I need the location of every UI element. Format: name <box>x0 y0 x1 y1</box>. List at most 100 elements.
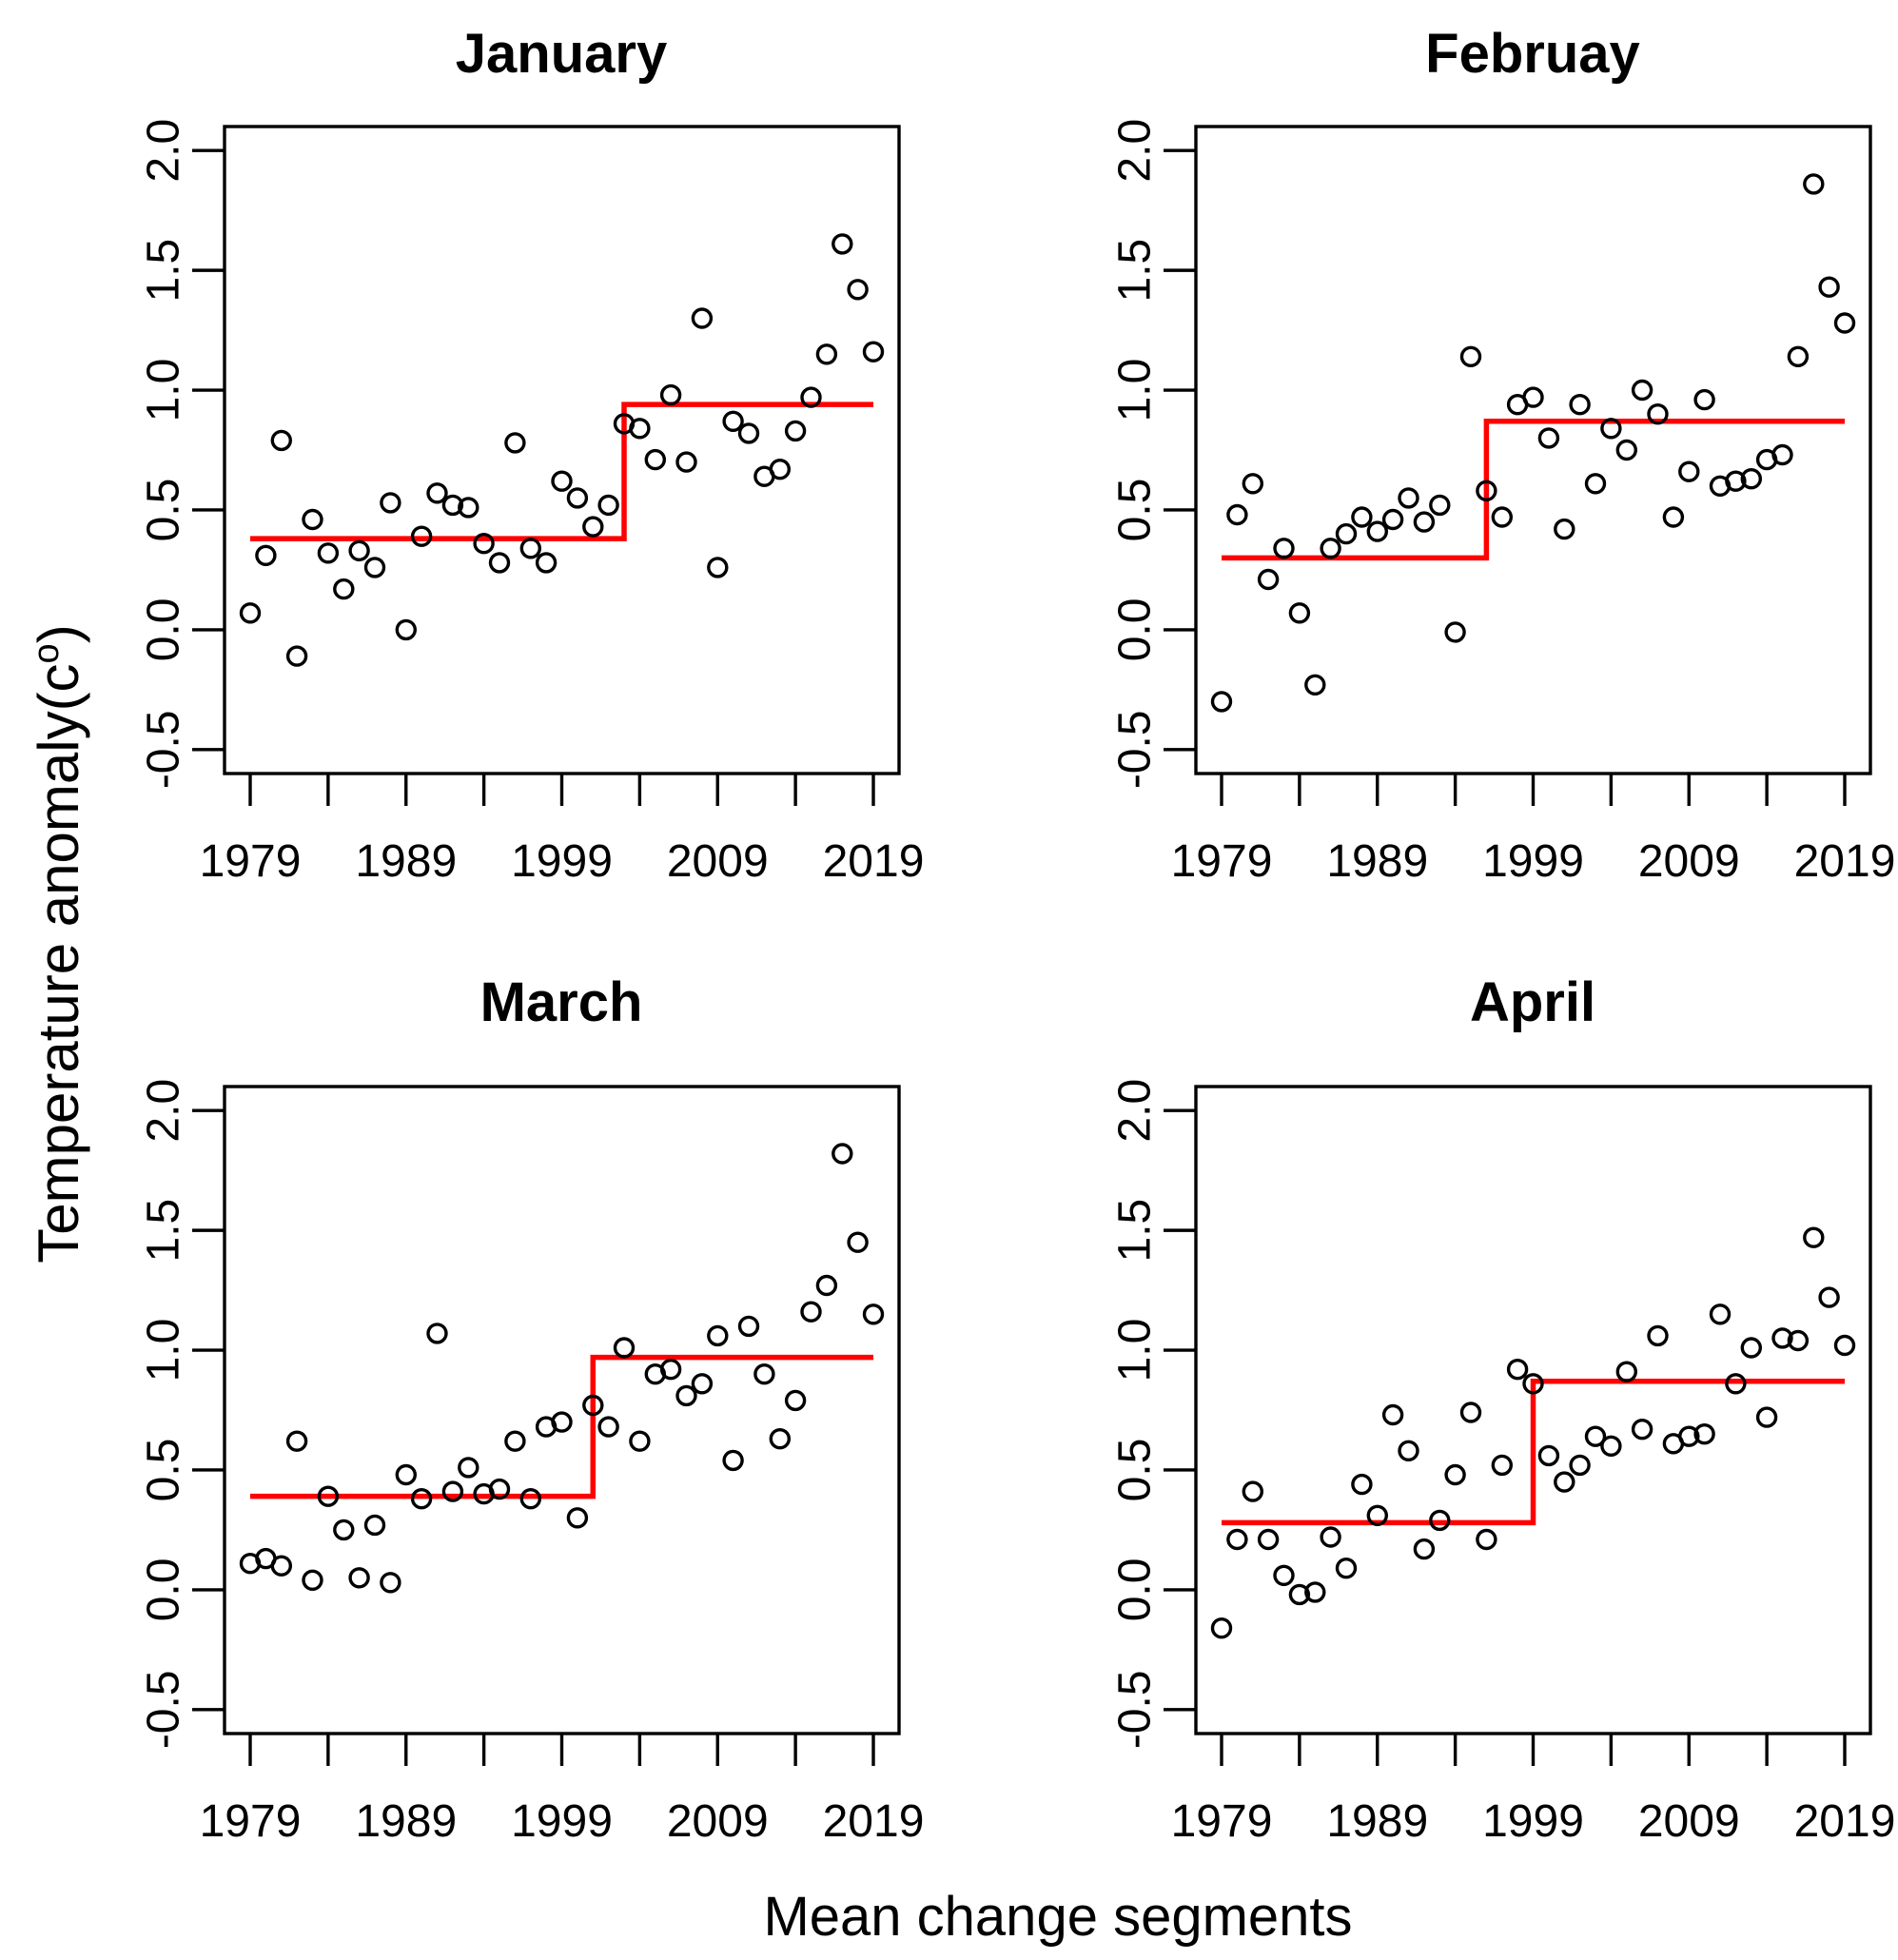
data-point <box>333 1519 355 1541</box>
data-point <box>1444 621 1466 643</box>
data-point <box>302 1569 323 1591</box>
mean-change-step-line <box>1222 419 1845 561</box>
data-point <box>659 1359 682 1381</box>
data-point <box>551 1411 573 1433</box>
data-point <box>691 1373 714 1395</box>
x-tick-label: 1999 <box>511 836 613 887</box>
x-tick-label: 1979 <box>200 836 302 887</box>
data-point <box>1351 1473 1373 1496</box>
data-point <box>426 482 448 504</box>
y-tick-label: 0.0 <box>139 1558 189 1622</box>
data-point <box>1818 1286 1840 1308</box>
data-point <box>1554 518 1575 540</box>
data-point <box>1459 345 1482 367</box>
data-point <box>707 1324 729 1347</box>
data-point <box>1818 276 1840 298</box>
data-point <box>613 1337 636 1359</box>
data-point <box>847 1231 869 1253</box>
x-tick-label: 1989 <box>355 836 457 887</box>
y-tick-label: 0.0 <box>139 598 189 662</box>
data-point <box>395 618 417 641</box>
data-point <box>1833 312 1856 334</box>
data-point <box>1242 1480 1263 1502</box>
x-tick-label: 2009 <box>667 836 769 887</box>
data-point <box>629 418 651 440</box>
data-point <box>395 1463 417 1486</box>
data-point <box>1491 1454 1513 1477</box>
data-point <box>832 233 853 255</box>
data-points <box>1210 1226 1856 1639</box>
data-point <box>1366 520 1388 542</box>
data-point <box>1335 1558 1358 1579</box>
data-point <box>1257 1528 1280 1551</box>
data-point <box>1304 674 1326 696</box>
data-point <box>707 557 729 578</box>
data-point <box>441 494 464 517</box>
data-point <box>1476 1528 1497 1551</box>
data-point <box>784 420 807 442</box>
data-point <box>1398 487 1419 509</box>
x-tick-label: 1989 <box>1326 1796 1428 1847</box>
y-tick-label: 2.0 <box>139 1079 189 1143</box>
data-point <box>1429 1509 1451 1532</box>
y-tick-label: 1.5 <box>139 239 189 303</box>
data-point <box>1381 1403 1404 1426</box>
data-point <box>737 1315 760 1338</box>
data-point <box>753 1363 775 1385</box>
data-point <box>1506 1359 1529 1381</box>
data-point <box>458 1457 479 1479</box>
data-point <box>1693 1423 1715 1445</box>
mean-change-step-line <box>250 1354 873 1499</box>
data-point <box>302 508 323 531</box>
y-tick-label: 1.0 <box>1110 1319 1161 1382</box>
data-point <box>270 1555 292 1577</box>
data-point <box>1615 439 1637 461</box>
mean-change-step-line <box>250 402 873 541</box>
data-point <box>784 1389 807 1412</box>
data-point <box>566 1507 589 1529</box>
y-tick-label: 1.0 <box>1110 359 1161 422</box>
data-point <box>644 448 666 471</box>
data-point <box>551 470 573 492</box>
data-points <box>239 233 885 667</box>
y-tick-label: -0.5 <box>139 710 189 789</box>
x-tick-label: 2019 <box>823 836 925 887</box>
data-point <box>1771 1327 1793 1349</box>
data-point <box>675 451 697 473</box>
data-point <box>488 552 511 574</box>
data-point <box>410 1488 433 1510</box>
data-point <box>1491 506 1513 528</box>
y-tick-label: 0.5 <box>139 479 189 542</box>
data-point <box>333 578 355 600</box>
data-point <box>1569 394 1591 416</box>
data-point <box>1522 386 1544 408</box>
data-point <box>1381 508 1404 531</box>
x-tick-label: 1999 <box>511 1796 613 1847</box>
plot-box <box>223 125 901 775</box>
data-point <box>1242 473 1263 495</box>
data-point <box>1662 506 1685 528</box>
data-point <box>363 1514 386 1537</box>
data-point <box>1257 568 1280 591</box>
panel-february: Februay 1979 1989 1999 2009 2019 2.0 1.5 1.0 0.5 0… <box>1110 23 1896 887</box>
y-tick-label: 0.5 <box>139 1439 189 1502</box>
x-tick-label: 2009 <box>1638 1796 1740 1847</box>
x-tick-label: 1979 <box>1171 1796 1273 1847</box>
data-point <box>1787 1329 1810 1352</box>
data-point <box>317 1485 340 1507</box>
data-point <box>1413 1538 1436 1560</box>
data-point <box>800 1301 822 1323</box>
x-tick-label: 1979 <box>200 1796 302 1847</box>
data-point <box>1631 379 1653 402</box>
x-tick-label: 2009 <box>1638 836 1740 887</box>
data-point <box>410 525 433 547</box>
data-point <box>769 1428 791 1450</box>
x-tick-label: 1979 <box>1171 836 1273 887</box>
data-point <box>317 542 340 564</box>
data-point <box>380 1572 401 1594</box>
data-point <box>285 645 308 667</box>
y-tick-label: -0.5 <box>1110 1670 1161 1749</box>
data-point <box>426 1323 448 1344</box>
data-point <box>1554 1471 1575 1493</box>
data-point <box>722 410 744 432</box>
